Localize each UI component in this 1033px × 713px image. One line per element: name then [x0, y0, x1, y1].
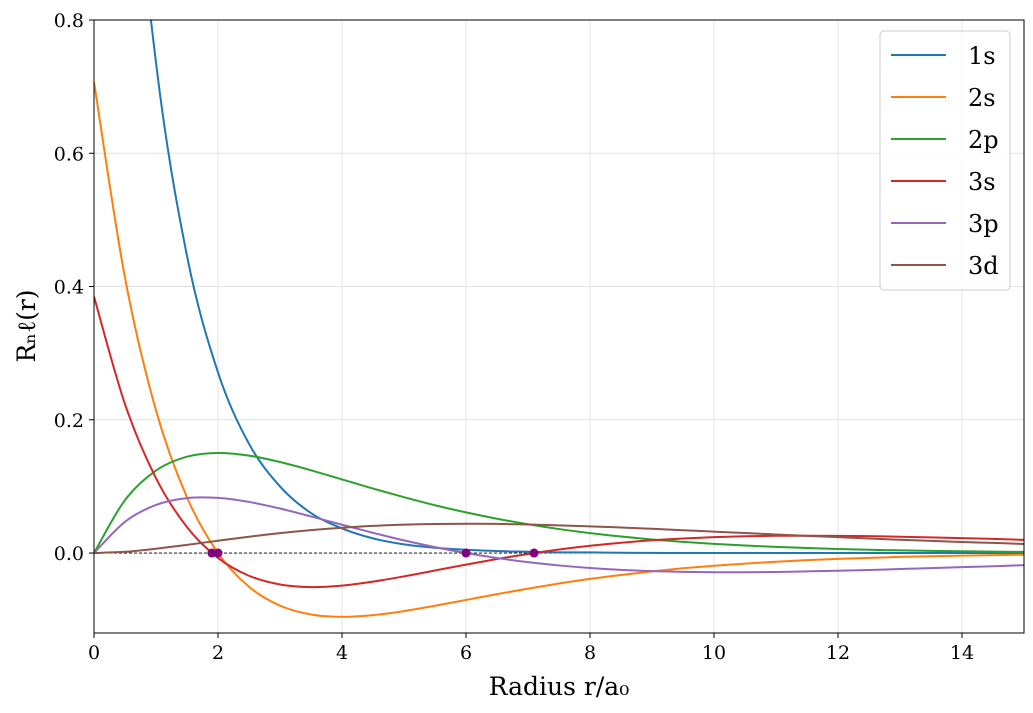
plot-frame — [93, 19, 1025, 634]
y-axis-ticks: 0.0 0.2 0.4 0.6 0.8 — [54, 10, 94, 565]
x-tick-label: 4 — [336, 642, 348, 664]
x-tick-label: 0 — [88, 642, 100, 664]
node-point — [213, 548, 223, 558]
legend-label-3s: 3s — [968, 168, 996, 196]
legend-label-3d: 3d — [968, 252, 999, 280]
legend-box — [879, 30, 1011, 291]
x-tick-label: 8 — [584, 642, 596, 664]
y-tick-label: 0.0 — [54, 543, 84, 565]
y-tick-label: 0.6 — [54, 143, 84, 165]
x-tick-label: 10 — [702, 642, 726, 664]
series-line-1s — [149, 20, 1024, 555]
x-tick-label: 2 — [212, 642, 224, 664]
x-axis-label: Radius r/a₀ — [489, 672, 629, 701]
x-tick-label: 12 — [826, 642, 850, 664]
series-line-2p — [94, 451, 1024, 554]
y-tick-label: 0.4 — [54, 277, 84, 299]
node-point — [461, 548, 471, 558]
series-lines — [94, 20, 1024, 618]
node-point — [529, 548, 539, 558]
legend-label-1s: 1s — [968, 42, 996, 70]
series-line-3p — [94, 496, 1024, 574]
y-tick-label: 0.2 — [54, 410, 84, 432]
legend-label-3p: 3p — [968, 210, 999, 238]
node-points — [207, 548, 539, 558]
y-tick-label: 0.8 — [54, 10, 84, 32]
x-axis-ticks: 0 2 4 6 8 10 12 14 — [88, 633, 974, 664]
legend: 1s 2s 2p 3s 3p 3d — [879, 30, 1011, 291]
series-line-3s — [94, 296, 1024, 589]
legend-label-2s: 2s — [968, 84, 996, 112]
y-axis-label: Rₙℓ(r) — [12, 289, 41, 362]
legend-label-2p: 2p — [968, 126, 999, 154]
series-line-3d — [94, 522, 1024, 555]
x-tick-label: 14 — [950, 642, 974, 664]
x-tick-label: 6 — [460, 642, 472, 664]
